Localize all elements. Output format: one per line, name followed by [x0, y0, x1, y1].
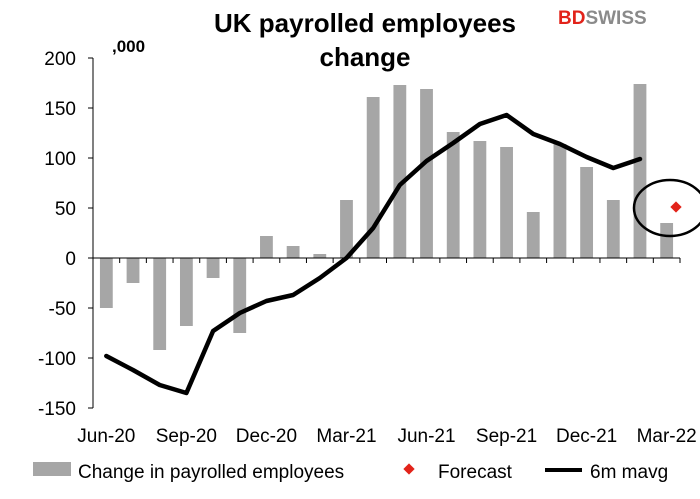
- legend-label-mavg: 6m mavg: [590, 462, 668, 483]
- bar: [633, 84, 647, 258]
- x-tick-label: Jun-21: [397, 426, 455, 447]
- bar: [260, 236, 273, 258]
- bar: [660, 223, 674, 258]
- mavg-point: [425, 159, 429, 163]
- mavg-point: [104, 354, 108, 358]
- forecast-point: [670, 201, 682, 213]
- y-tick-label: -100: [38, 349, 76, 370]
- x-tick-label: Mar-22: [637, 426, 697, 447]
- bar: [340, 200, 353, 258]
- bar: [99, 258, 113, 308]
- svg-text:BDSWISS: BDSWISS: [558, 8, 647, 29]
- bar: [553, 144, 567, 258]
- mavg-point: [184, 391, 188, 395]
- bar: [473, 141, 487, 258]
- y-tick-label: -50: [49, 299, 76, 320]
- mavg-point: [398, 183, 402, 187]
- legend-swatch-forecast: [403, 463, 415, 475]
- mavg-point: [131, 368, 135, 372]
- y-tick-label: 150: [44, 99, 76, 120]
- mavg-point: [291, 293, 295, 297]
- brand-logo-part1: BD: [558, 8, 585, 29]
- mavg-series: [104, 112, 643, 396]
- x-tick-label: Sep-21: [476, 426, 537, 447]
- bar: [206, 258, 220, 278]
- bar: [606, 200, 620, 258]
- forecast-series: [670, 201, 682, 213]
- bar: [526, 212, 540, 258]
- legend-label-forecast: Forecast: [438, 462, 513, 483]
- mavg-point: [238, 311, 242, 315]
- x-tick-label: Mar-21: [316, 426, 376, 447]
- legend-swatch-bars: [33, 462, 71, 476]
- bar: [446, 132, 460, 258]
- mavg-point: [158, 383, 162, 387]
- forecast-highlight: [632, 178, 700, 238]
- bar: [126, 258, 140, 283]
- bar: [233, 258, 247, 333]
- y-axis: -150 -100 -50 0 50 100 150 200: [38, 49, 94, 420]
- chart-title-line2: change: [319, 42, 410, 72]
- mavg-point: [211, 329, 215, 333]
- y-tick-label: 50: [55, 199, 76, 220]
- bar: [500, 147, 513, 258]
- bar: [580, 167, 594, 258]
- x-axis: Jun-20 Sep-20 Dec-20 Mar-21 Jun-21 Sep-21 Dec-…: [77, 257, 697, 447]
- x-tick-label: Dec-21: [556, 426, 617, 447]
- mavg-point: [371, 226, 375, 230]
- bar: [393, 85, 407, 258]
- y-tick-label: 200: [44, 49, 76, 70]
- bar: [313, 254, 327, 258]
- mavg-point: [478, 122, 482, 126]
- legend: Change in payrolled employees Forecast 6…: [33, 462, 668, 483]
- chart-title-line1: UK payrolled employees: [214, 8, 516, 38]
- brand-logo-part2: SWISS: [585, 8, 646, 29]
- mavg-point: [611, 166, 615, 170]
- y-tick-label: -150: [38, 399, 76, 420]
- mavg-point: [451, 141, 455, 145]
- mavg-point: [558, 142, 562, 146]
- bar: [286, 246, 300, 258]
- x-tick-label: Sep-20: [156, 426, 217, 447]
- bar: [153, 258, 167, 350]
- brand-logo: BDSWISS: [558, 8, 647, 29]
- mavg-point: [638, 157, 642, 161]
- forecast-highlight-ellipse: [632, 178, 700, 238]
- mavg-point: [531, 132, 535, 136]
- mavg-point: [505, 113, 509, 117]
- bar: [420, 89, 433, 258]
- bar-series: [99, 84, 674, 350]
- bar: [366, 97, 380, 258]
- unit-label: ,000: [112, 37, 145, 56]
- x-tick-label: Dec-20: [236, 426, 297, 447]
- y-tick-label: 100: [44, 149, 76, 170]
- y-tick-label: 0: [65, 249, 76, 270]
- legend-label-bars: Change in payrolled employees: [78, 462, 344, 483]
- mavg-point: [585, 155, 589, 159]
- mavg-point: [318, 276, 322, 280]
- x-tick-label: Jun-20: [77, 426, 135, 447]
- bar: [179, 258, 193, 326]
- mavg-point: [264, 299, 268, 303]
